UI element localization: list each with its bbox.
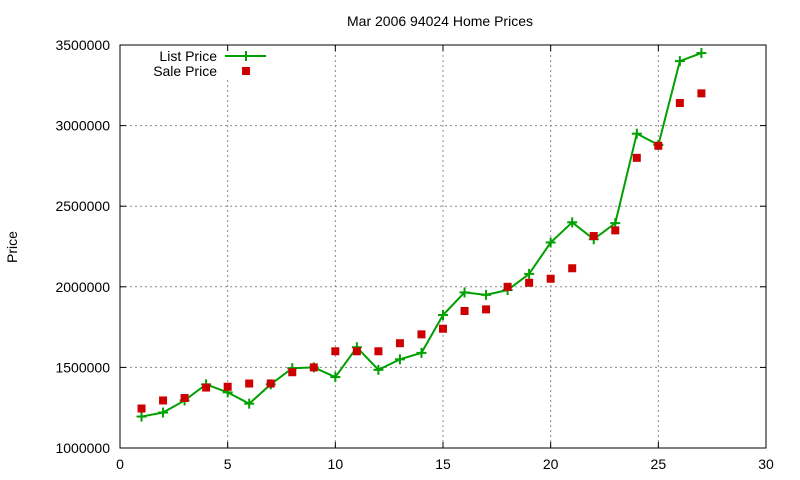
x-tick-label: 0 [116,456,124,472]
list-price-point [394,354,405,365]
sale-price-point [374,347,383,356]
sale-price-point [654,141,663,150]
list-price-point [459,287,470,298]
sale-price-point [202,383,211,392]
list-price-point [438,310,448,321]
list-price-point [674,56,685,67]
sale-price-point [245,379,254,388]
legend-marker-sale-price [242,67,250,75]
y-tick-label: 1500000 [55,359,110,375]
y-tick-label: 1000000 [55,440,110,456]
sale-price-point [546,274,555,283]
x-tick-label: 20 [543,456,559,472]
y-tick-label: 2500000 [55,198,110,214]
sale-price-point [525,278,534,287]
x-tick-label: 15 [435,456,451,472]
axis-ticks: 0 5 10 15 20 25 30 1000000 1500000 2000000 2500000… [55,37,774,472]
sale-price-point [568,264,577,273]
sale-price-point [180,394,189,403]
sale-price-point [288,368,297,377]
x-tick-label: 25 [651,456,667,472]
sale-price-point [589,232,598,241]
list-price-point [524,268,535,279]
y-tick-label: 2000000 [55,279,110,295]
sale-price-point [266,379,275,388]
sale-price-point [482,305,491,314]
list-price-point [158,407,169,418]
list-price-point [631,128,642,139]
y-axis-label: Price [4,231,20,263]
sale-price-point [223,382,232,391]
sale-price-point [460,306,469,315]
list-price-point [416,347,427,358]
list-price-point [373,364,384,375]
list-price-point [696,48,707,59]
sale-price-point [675,99,684,108]
sale-price-point [309,363,318,372]
sale-price-point [632,153,641,162]
sale-price-point [417,330,426,339]
sale-price-point [503,282,512,291]
list-price-point [481,289,492,300]
sale-price-point [611,226,620,235]
list-price-point [136,411,147,422]
x-tick-label: 10 [328,456,344,472]
list-price-point [545,237,556,248]
x-tick-label: 5 [224,456,232,472]
list-price-point [567,217,578,228]
x-tick-label: 30 [758,456,774,472]
legend-label-list-price: List Price [159,48,217,64]
sale-price-point [137,404,146,413]
series-layer [136,48,707,422]
sale-price-point [697,89,706,98]
sale-price-point [439,324,447,333]
sale-price-point [352,347,361,356]
y-tick-label: 3000000 [55,118,110,134]
y-tick-label: 3500000 [55,37,110,53]
sale-price-point [331,347,340,356]
list-price-point [244,398,255,409]
chart-title: Mar 2006 94024 Home Prices [347,13,533,29]
sale-price-point [395,339,404,348]
sale-price-point [159,396,168,405]
list-price-point [330,372,341,383]
legend-label-sale-price: Sale Price [153,63,217,79]
